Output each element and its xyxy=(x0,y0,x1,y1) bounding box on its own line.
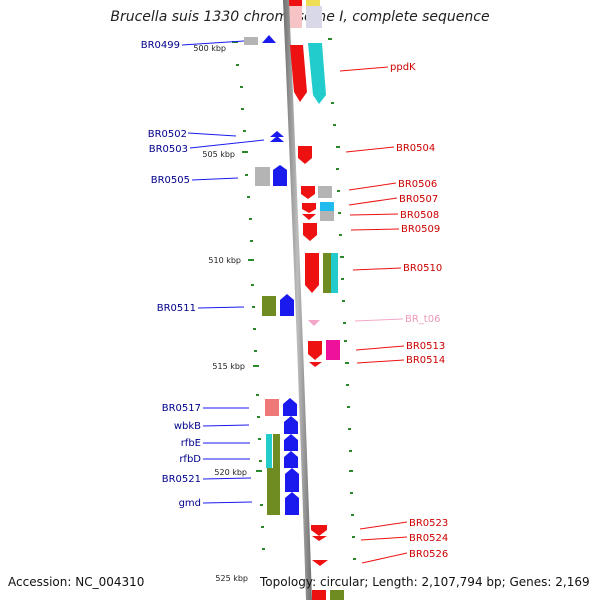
gene-br0510-red xyxy=(305,253,319,293)
gene-br0504 xyxy=(298,146,312,164)
gene-br0513-magenta xyxy=(326,340,340,360)
kbp-tick-label: 525 kbp xyxy=(215,574,248,583)
topology-text: Topology: circular; Length: 2,107,794 bp… xyxy=(260,575,590,589)
gene-label: BR0507 xyxy=(399,194,438,205)
gene-br0509 xyxy=(303,223,317,241)
gene-br0511 xyxy=(280,294,294,316)
kbp-tick-label: 505 kbp xyxy=(202,150,235,159)
kbp-tick-mark xyxy=(248,259,254,261)
gene-br0499-arrow xyxy=(262,35,276,43)
rna-leader-line xyxy=(354,318,404,322)
kbp-tick-label: 510 kbp xyxy=(208,256,241,265)
gene-br-t06 xyxy=(308,320,320,326)
gene-br0521 xyxy=(285,468,299,492)
gene-br0524 xyxy=(312,536,327,541)
gene-label: BR0506 xyxy=(398,179,437,190)
accession-text: Accession: NC_004310 xyxy=(8,575,145,589)
gene-br0521-olive xyxy=(267,468,280,515)
right-leader-lines xyxy=(339,66,408,564)
gene-label: BR0514 xyxy=(406,355,445,366)
kbp-tick-label: 520 kbp xyxy=(214,468,247,477)
gene-label: BR0524 xyxy=(409,533,448,544)
right-tick-dots xyxy=(328,38,356,560)
gene-bottom-olive xyxy=(330,590,344,600)
gene-br0514 xyxy=(309,362,322,367)
gene-br0526 xyxy=(312,560,328,566)
gene-label: wbkB xyxy=(174,421,201,432)
right-gene-labels: ppdK BR0504 BR0506 BR0507 BR0508 BR0509 … xyxy=(390,62,448,560)
gene-br0502 xyxy=(270,131,284,137)
gene-label: BR0521 xyxy=(162,474,201,485)
top-partial-features xyxy=(286,0,322,28)
left-tick-dots xyxy=(236,64,265,550)
gene-wbkb xyxy=(284,416,298,434)
gene-br0503 xyxy=(270,136,284,142)
gene-ppdk-cyan xyxy=(308,43,326,104)
gene-label: BR0513 xyxy=(406,341,445,352)
gene-label: ppdK xyxy=(390,62,416,73)
gene-label: rfbD xyxy=(179,454,201,465)
kbp-tick-mark xyxy=(256,470,262,472)
gene-br0505 xyxy=(273,165,287,186)
gene-label: BR0509 xyxy=(401,224,440,235)
kbp-scale: 500 kbp 505 kbp 510 kbp 515 kbp 520 kbp … xyxy=(193,41,262,583)
gene-label: rfbE xyxy=(181,438,201,449)
gene-ppdk-red xyxy=(290,45,307,102)
gene-br0523 xyxy=(311,525,327,536)
gene-br0517 xyxy=(283,398,297,416)
kbp-tick-mark xyxy=(242,151,248,153)
gene-label: BR_t06 xyxy=(405,314,440,325)
gene-label: BR0502 xyxy=(148,129,187,140)
gene-br0506 xyxy=(301,186,315,199)
gene-br0506-gray xyxy=(318,186,332,198)
gene-label: BR0526 xyxy=(409,549,448,560)
gene-br0511-olive xyxy=(262,296,276,316)
gene-br0513 xyxy=(308,341,322,360)
gene-br0510-olive xyxy=(323,253,331,293)
gene-bottom-red xyxy=(312,590,326,600)
gene-br0505-gray xyxy=(255,167,270,186)
gene-rfbe-cyan xyxy=(266,434,272,468)
gene-br0499 xyxy=(244,37,258,45)
gene-br0507 xyxy=(302,203,316,213)
gene-label: BR0505 xyxy=(151,175,190,186)
gene-br0507-sky xyxy=(320,202,334,211)
forward-strand-genes xyxy=(290,43,344,600)
left-gene-labels: BR0499 BR0502 BR0503 BR0505 BR0511 BR051… xyxy=(141,40,202,509)
gene-rfbd xyxy=(284,451,298,468)
gene-rfbe xyxy=(284,434,298,451)
kbp-tick-mark xyxy=(253,365,259,367)
gene-rfbe-olive xyxy=(273,434,280,468)
kbp-tick-label: 500 kbp xyxy=(193,44,226,53)
gene-label: BR0499 xyxy=(141,40,180,51)
gene-label: BR0517 xyxy=(162,403,201,414)
gene-label: gmd xyxy=(179,498,201,509)
gene-label: BR0508 xyxy=(400,210,439,221)
gene-label: BR0504 xyxy=(396,143,435,154)
chromosome-axis xyxy=(283,0,312,600)
gene-br0508-gray xyxy=(320,211,334,221)
gene-br0517-salmon xyxy=(265,399,279,416)
gene-label: BR0503 xyxy=(149,144,188,155)
kbp-tick-label: 515 kbp xyxy=(212,362,245,371)
gene-label: BR0510 xyxy=(403,263,442,274)
gene-br0510-cyan xyxy=(331,253,338,293)
gene-label: BR0511 xyxy=(157,303,196,314)
gene-br0508 xyxy=(302,214,316,220)
reverse-strand-genes xyxy=(244,35,299,515)
left-leader-lines xyxy=(181,40,265,504)
gene-label: BR0523 xyxy=(409,518,448,529)
gene-gmd xyxy=(285,492,299,515)
